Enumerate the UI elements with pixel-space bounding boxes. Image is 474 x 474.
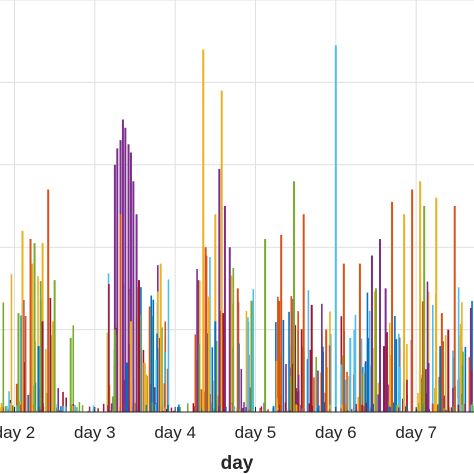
x-axis-label: day: [221, 453, 254, 474]
x-tick-label: day 5: [235, 423, 277, 442]
x-tick-label: day 7: [395, 423, 437, 442]
x-tick-label: day 6: [315, 423, 357, 442]
x-tick-label: day 2: [0, 423, 35, 442]
x-tick-label: day 3: [74, 423, 116, 442]
x-tick-label: day 4: [154, 423, 196, 442]
data-bars: [17, 45, 456, 412]
x-ticks: day 2 day 3 day 4 day 5 day 6 day 7: [0, 407, 437, 442]
